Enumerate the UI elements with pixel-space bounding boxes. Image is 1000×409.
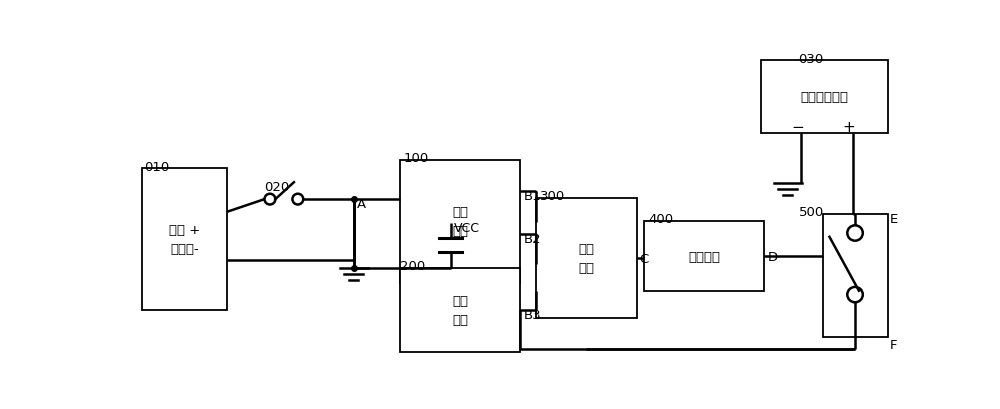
Text: 匹配
电路: 匹配 电路 — [578, 243, 594, 274]
Ellipse shape — [847, 226, 863, 241]
Bar — [536, 199, 637, 318]
Bar — [761, 61, 888, 134]
Text: 500: 500 — [799, 205, 824, 218]
Text: 400: 400 — [648, 213, 673, 226]
Text: 外部 +
信号源-: 外部 + 信号源- — [169, 223, 200, 255]
Text: 030: 030 — [798, 53, 823, 66]
Ellipse shape — [847, 287, 863, 303]
Text: A: A — [357, 197, 366, 210]
Bar — [644, 222, 764, 291]
Text: B2: B2 — [523, 233, 541, 246]
Bar — [822, 214, 888, 337]
Text: F: F — [890, 339, 897, 352]
Ellipse shape — [264, 194, 275, 205]
Text: 100: 100 — [404, 151, 429, 164]
Text: 程控
电路: 程控 电路 — [452, 294, 468, 326]
Text: VCC: VCC — [454, 222, 480, 235]
Text: D: D — [767, 250, 778, 263]
Bar — [400, 160, 520, 283]
Text: 300: 300 — [540, 190, 565, 202]
Text: 200: 200 — [400, 260, 425, 272]
Text: C: C — [640, 252, 649, 265]
Text: +: + — [842, 120, 855, 135]
Ellipse shape — [292, 194, 303, 205]
Text: B3: B3 — [523, 309, 541, 321]
Bar — [142, 168, 227, 310]
Text: −: − — [791, 120, 804, 135]
Text: 020: 020 — [264, 180, 290, 193]
Text: E: E — [890, 213, 898, 226]
Text: B1: B1 — [523, 190, 541, 202]
Text: 驱动电路: 驱动电路 — [688, 250, 720, 263]
Text: 010: 010 — [144, 160, 170, 173]
Text: 接口
电路: 接口 电路 — [452, 206, 468, 238]
Text: 外部直流电源: 外部直流电源 — [800, 91, 848, 103]
Bar — [400, 268, 520, 353]
